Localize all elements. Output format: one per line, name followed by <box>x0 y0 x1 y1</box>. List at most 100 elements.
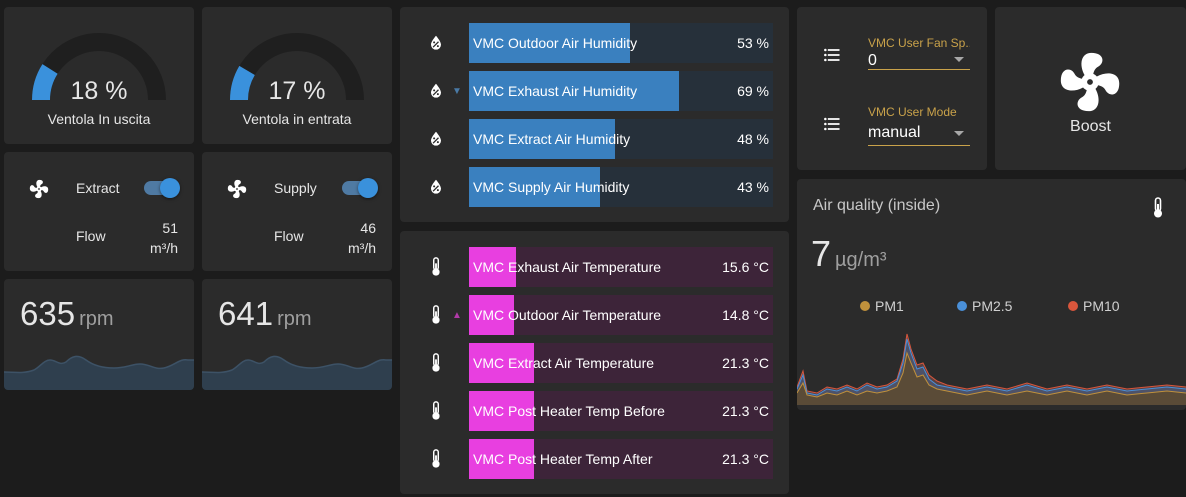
bar-fill <box>469 247 517 287</box>
gauge-fill-arc <box>230 65 256 101</box>
format-list-icon <box>824 48 840 62</box>
bar-fill <box>469 295 514 335</box>
gauge-name: Ventola In uscita <box>47 111 151 127</box>
fan-speed-select[interactable]: VMC User Fan Sp... 0 <box>868 36 970 70</box>
bar-value: 14.8 °C <box>722 307 769 323</box>
rpm-card-extract[interactable]: 635 rpm <box>4 279 194 390</box>
gauge-card-fan-out[interactable]: 18 % Ventola In uscita <box>4 7 194 144</box>
bar-value: 69 % <box>737 83 769 99</box>
extract-toggle[interactable] <box>144 178 180 198</box>
bar-track: VMC Post Heater Temp Before 21.3 °C <box>469 391 773 431</box>
bar-track: VMC Supply Air Humidity 43 % <box>469 167 773 207</box>
bar-fill <box>469 167 600 207</box>
bar-track: VMC Extract Air Humidity 48 % <box>469 119 773 159</box>
air-quality-history-chart <box>797 333 1186 405</box>
bar-label: VMC Post Heater Temp Before <box>473 403 665 419</box>
rpm-sparkline <box>4 355 194 390</box>
bar-label: VMC Post Heater Temp After <box>473 451 653 467</box>
bar-track: VMC Outdoor Air Temperature 14.8 °C <box>469 295 773 335</box>
bar-row[interactable]: VMC Post Heater Temp After 21.3 °C <box>400 439 789 479</box>
bar-label: VMC Exhaust Air Humidity <box>473 83 638 99</box>
format-list-icon <box>824 117 840 131</box>
boost-label: Boost <box>1070 118 1111 135</box>
bar-value: 21.3 °C <box>722 451 769 467</box>
bar-label: VMC Extract Air Humidity <box>473 131 631 147</box>
bar-track: VMC Extract Air Temperature 21.3 °C <box>469 343 773 383</box>
bar-fill <box>469 439 534 479</box>
fan-icon[interactable] <box>226 178 248 200</box>
bar-row[interactable]: ▼ VMC Exhaust Air Humidity 69 % <box>400 71 789 111</box>
temperature-bars-card: VMC Exhaust Air Temperature 15.6 °C ▲ VMC O… <box>400 231 789 494</box>
bar-row[interactable]: VMC Supply Air Humidity 43 % <box>400 167 789 207</box>
bar-label: VMC Exhaust Air Temperature <box>473 259 662 275</box>
chevron-down-icon <box>954 57 964 62</box>
switch-card-supply: Supply Flow 46 m³/h <box>202 152 392 271</box>
legend-item-pm10[interactable]: PM10 <box>1068 298 1120 314</box>
bar-fill <box>469 23 631 63</box>
rpm-value: 641 rpm <box>218 295 312 332</box>
user-mode-select[interactable]: VMC User Mode manual <box>868 105 970 146</box>
flow-value: 46 m³/h <box>348 220 376 256</box>
thermometer-icon <box>432 305 440 324</box>
bar-row[interactable]: VMC Extract Air Humidity 48 % <box>400 119 789 159</box>
trend-indicator: ▲ <box>452 310 462 321</box>
supply-toggle[interactable] <box>342 178 378 198</box>
switch-label: Supply <box>274 180 317 196</box>
gauge-arc <box>32 33 166 101</box>
rpm-sparkline <box>202 355 392 390</box>
legend-item-pm1[interactable]: PM1 <box>860 298 904 314</box>
bar-track: VMC Outdoor Air Humidity 53 % <box>469 23 773 63</box>
bar-label: VMC Supply Air Humidity <box>473 179 630 195</box>
flow-label: Flow <box>76 228 106 244</box>
card-title: Air quality (inside) <box>813 197 941 214</box>
bar-row[interactable]: VMC Extract Air Temperature 21.3 °C <box>400 343 789 383</box>
switch-card-extract: Extract Flow 51 m³/h <box>4 152 194 271</box>
water-percent-icon <box>431 83 441 98</box>
rpm-value: 635 rpm <box>20 295 114 332</box>
humidity-bars-card: VMC Outdoor Air Humidity 53 % ▼ VMC Exhaust… <box>400 7 789 222</box>
bar-row[interactable]: VMC Outdoor Air Humidity 53 % <box>400 23 789 63</box>
bar-value: 43 % <box>737 179 769 195</box>
bar-row[interactable]: VMC Exhaust Air Temperature 15.6 °C <box>400 247 789 287</box>
fan-icon[interactable] <box>28 178 50 200</box>
bar-row[interactable]: ▲ VMC Outdoor Air Temperature 14.8 °C <box>400 295 789 335</box>
bar-track: VMC Exhaust Air Humidity 69 % <box>469 71 773 111</box>
bar-fill <box>469 71 679 111</box>
thermometer-icon <box>432 353 440 372</box>
thermometer-icon <box>432 257 440 276</box>
gauge-arc <box>230 33 364 101</box>
water-percent-icon <box>431 35 441 50</box>
flow-label: Flow <box>274 228 304 244</box>
switch-label: Extract <box>76 180 120 196</box>
bar-row[interactable]: VMC Post Heater Temp Before 21.3 °C <box>400 391 789 431</box>
bar-label: VMC Outdoor Air Temperature <box>473 307 662 323</box>
thermometer-icon <box>432 449 440 468</box>
water-percent-icon <box>431 131 441 146</box>
bar-track: VMC Exhaust Air Temperature 15.6 °C <box>469 247 773 287</box>
trend-indicator: ▼ <box>452 86 462 97</box>
gauge-card-fan-in[interactable]: 17 % Ventola in entrata <box>202 7 392 144</box>
gauge-fill-arc <box>32 64 58 101</box>
bar-fill <box>469 391 534 431</box>
bar-value: 53 % <box>737 35 769 51</box>
water-percent-icon <box>431 179 441 194</box>
bar-value: 21.3 °C <box>722 403 769 419</box>
bar-value: 21.3 °C <box>722 355 769 371</box>
bar-label: VMC Extract Air Temperature <box>473 355 655 371</box>
bar-track: VMC Post Heater Temp After 21.3 °C <box>469 439 773 479</box>
air-quality-card[interactable]: Air quality (inside) 7 µg/m³ PM1 PM2.5 PM… <box>797 179 1186 410</box>
gauge-name: Ventola in entrata <box>242 111 352 127</box>
legend-item-pm25[interactable]: PM2.5 <box>957 298 1012 314</box>
bar-value: 48 % <box>737 131 769 147</box>
bar-value: 15.6 °C <box>722 259 769 275</box>
fan-icon <box>1060 52 1120 112</box>
bar-label: VMC Outdoor Air Humidity <box>473 35 638 51</box>
bar-fill <box>469 119 615 159</box>
vmc-settings-card: VMC User Fan Sp... 0 VMC User Mode manua… <box>797 7 987 170</box>
gauge-value: 17 % <box>268 77 326 105</box>
rpm-card-supply[interactable]: 641 rpm <box>202 279 392 390</box>
flow-value: 51 m³/h <box>150 220 178 256</box>
boost-button[interactable]: Boost <box>995 7 1186 170</box>
thermometer-icon <box>1154 197 1162 218</box>
air-quality-value: 7 µg/m³ <box>811 233 887 274</box>
